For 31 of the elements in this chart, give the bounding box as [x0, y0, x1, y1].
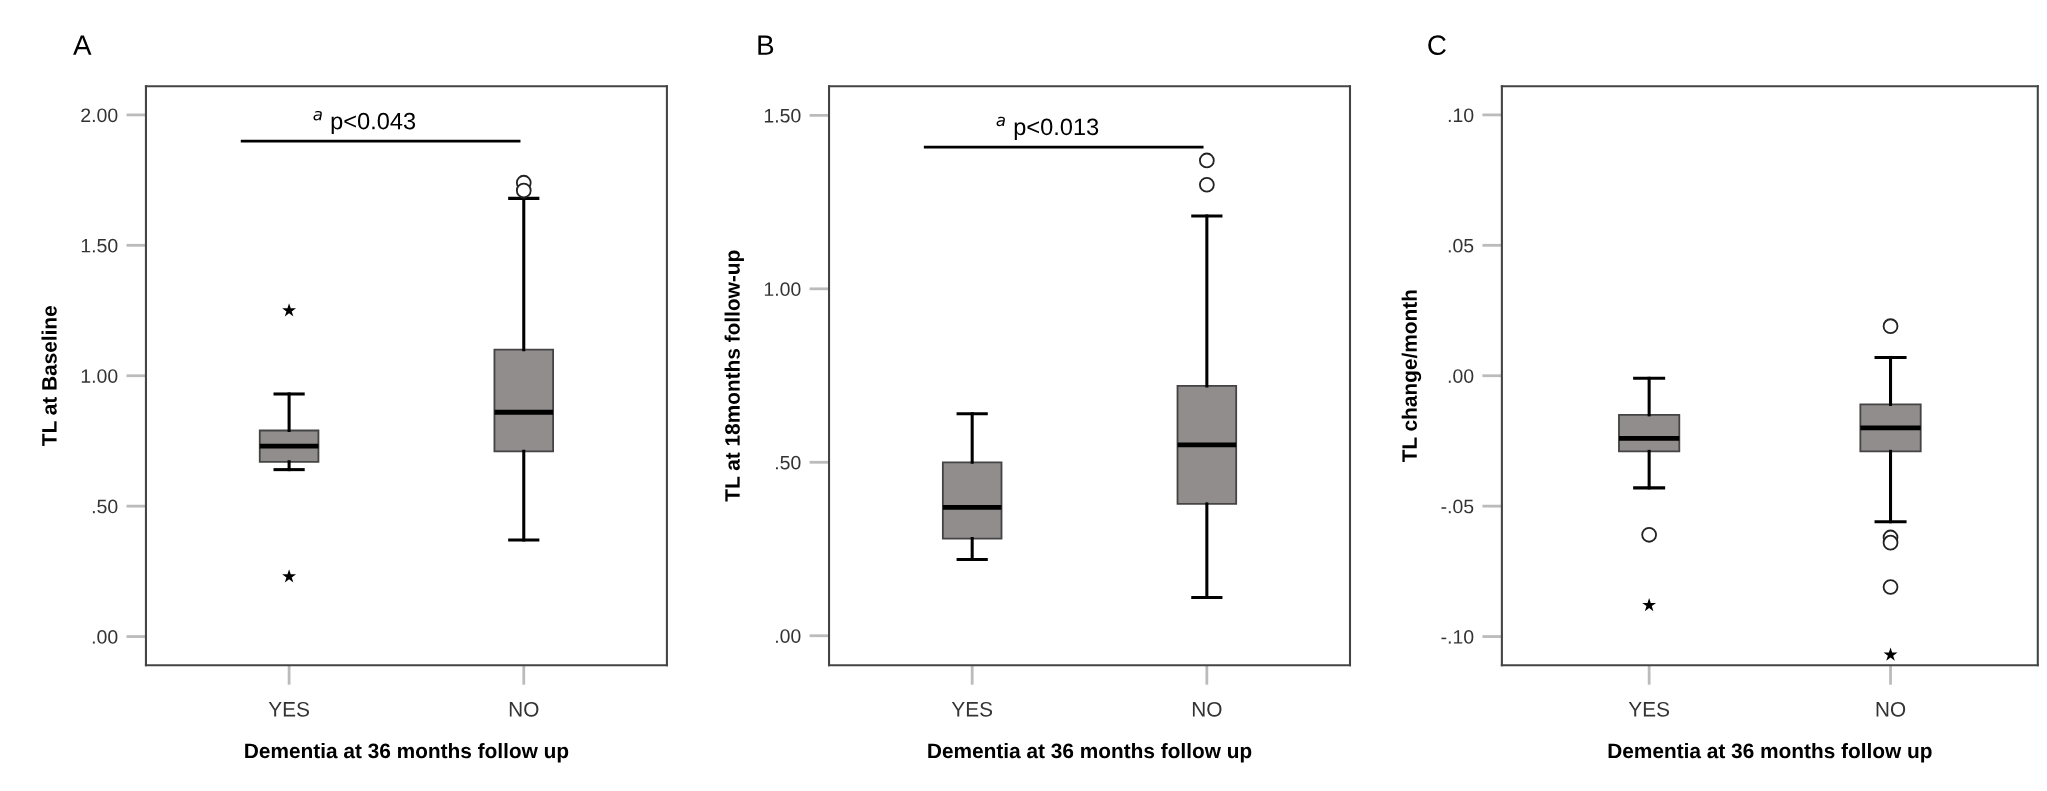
y-tick-label: .00 [1448, 369, 1474, 383]
annotation: $^{a}$ p<0.013 [996, 116, 1099, 140]
x-tick-label: NO [1876, 701, 1906, 717]
y-tick-label: 1.00 [764, 282, 801, 297]
x-tick-label: YES [951, 701, 993, 717]
y-tick-label: .10 [1448, 108, 1474, 123]
y-tick-label: .50 [776, 455, 801, 470]
x-axis-title: Dementia at 36 months follow up [245, 742, 569, 763]
y-tick-label: 1.00 [81, 369, 118, 383]
y-tick-label: -.10 [1441, 630, 1474, 644]
x-tick-label: NO [509, 701, 539, 717]
x-axis-title: Dementia at 36 months follow up [928, 742, 1252, 763]
chart-title: B [758, 35, 774, 55]
x-tick-label: NO [1192, 701, 1222, 717]
y-tick-label: .50 [92, 499, 118, 514]
y-tick-label: .00 [92, 630, 118, 644]
y-axis-title: TL change/month [1401, 290, 1422, 463]
x-tick-label: YES [1628, 701, 1670, 717]
y-tick-label: -.05 [1441, 499, 1474, 514]
annotation: $^{a}$ p<0.043 [313, 110, 416, 135]
y-axis-title: TL at 18months follow-up [724, 250, 744, 502]
chart-title: C [1428, 35, 1446, 55]
x-tick-label: YES [268, 701, 309, 717]
x-axis-title: Dementia at 36 months follow up [1608, 742, 1932, 763]
chart-title: A [73, 35, 92, 55]
y-tick-label: 2.00 [81, 108, 118, 123]
y-tick-label: .00 [776, 629, 801, 643]
y-axis-title: TL at Baseline [41, 305, 57, 446]
y-tick-label: 1.50 [81, 238, 118, 253]
y-tick-label: 1.50 [764, 108, 801, 123]
y-tick-label: .05 [1448, 238, 1474, 253]
